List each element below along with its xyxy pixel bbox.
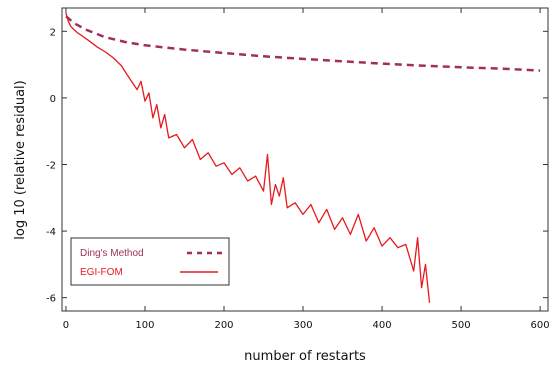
legend: Ding's Method EGI-FOM [70,237,230,286]
x-tick-label: 300 [293,320,312,331]
y-tick-label: -4 [46,227,56,238]
x-tick-label: 600 [531,320,550,331]
x-axis-label: number of restarts [244,349,366,364]
x-tick-label: 400 [373,320,392,331]
legend-box [70,237,230,286]
y-axis-label: log 10 (relative residual) [13,80,28,239]
legend-label-dings-method: Ding's Method [80,248,144,259]
axis-ticks: 0 100 200 300 400 500 600 2 0 -2 -4 -6 [46,8,550,331]
y-tick-label: 0 [50,94,56,105]
y-tick-label: -2 [46,160,56,171]
series-line-egi-fom [65,12,431,303]
series-line-dings-method [65,15,541,72]
series-layer [65,12,541,303]
y-tick-label: -6 [46,294,56,305]
legend-label-egi-fom: EGI-FOM [80,267,123,278]
x-tick-label: 500 [452,320,471,331]
x-tick-label: 0 [63,320,69,331]
y-tick-label: 2 [50,27,56,38]
x-tick-label: 200 [214,320,233,331]
x-tick-label: 100 [135,320,154,331]
